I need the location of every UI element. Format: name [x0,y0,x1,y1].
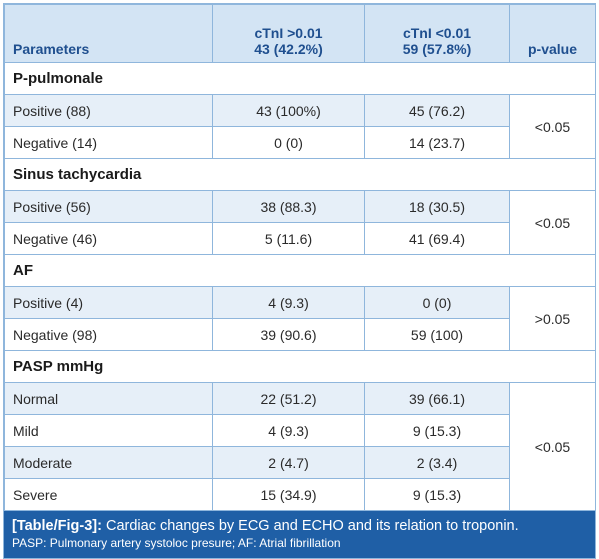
table-row: Severe 15 (34.9) 9 (15.3) [4,478,596,511]
cell-group1: 4 (9.3) [212,414,365,447]
table-row: Negative (14) 0 (0) 14 (23.7) [4,126,596,159]
header-parameters: Parameters [4,4,213,63]
cell-group2: 9 (15.3) [364,414,510,447]
cell-group1: 2 (4.7) [212,446,365,479]
row-label: Negative (14) [4,126,213,159]
section-row-p-pulmonale: P-pulmonale [4,62,596,95]
cell-group1: 22 (51.2) [212,382,365,415]
caption-title: [Table/Fig-3]: Cardiac changes by ECG an… [12,517,587,535]
cell-pvalue: >0.05 [509,286,596,351]
cell-pvalue: <0.05 [509,382,596,511]
row-label: Mild [4,414,213,447]
section-title: PASP mmHg [4,350,596,383]
section-row-af: AF [4,254,596,287]
cell-group1: 4 (9.3) [212,286,365,319]
cell-group1: 0 (0) [212,126,365,159]
row-label: Negative (98) [4,318,213,351]
table-row: Normal 22 (51.2) 39 (66.1) <0.05 [4,382,596,511]
cell-pvalue: <0.05 [509,190,596,255]
header-group1-name: cTnI >0.01 [254,25,323,41]
table-row: Negative (98) 39 (90.6) 59 (100) [4,318,596,351]
cell-group1: 15 (34.9) [212,478,365,511]
cell-group2: 0 (0) [364,286,510,319]
row-label: Normal [4,382,213,415]
cell-group1: 5 (11.6) [212,222,365,255]
header-group1: cTnI >0.01 43 (42.2%) [212,4,365,63]
results-table-figure: Parameters cTnI >0.01 43 (42.2%) cTnI <0… [3,3,596,559]
row-label: Positive (56) [4,190,213,223]
table-row: Negative (46) 5 (11.6) 41 (69.4) [4,222,596,255]
cell-group2: 2 (3.4) [364,446,510,479]
caption-text: Cardiac changes by ECG and ECHO and its … [101,518,519,534]
row-label: Positive (88) [4,94,213,127]
table-header-row: Parameters cTnI >0.01 43 (42.2%) cTnI <0… [4,4,596,63]
cell-group2: 59 (100) [364,318,510,351]
table-row: Positive (56) 38 (88.3) 18 (30.5) <0.05 [4,190,596,255]
row-label: Positive (4) [4,286,213,319]
table-row: Mild 4 (9.3) 9 (15.3) [4,414,596,447]
row-label: Moderate [4,446,213,479]
cell-group2: 39 (66.1) [364,382,510,415]
caption-note: PASP: Pulmonary artery systoloc presure;… [12,536,341,550]
header-group2-count: 59 (57.8%) [402,41,472,57]
header-group2: cTnI <0.01 59 (57.8%) [364,4,510,63]
table-caption: [Table/Fig-3]: Cardiac changes by ECG an… [4,511,595,558]
header-pvalue: p-value [509,4,596,63]
header-group2-name: cTnI <0.01 [402,25,472,41]
section-title: AF [4,254,596,287]
header-group1-count: 43 (42.2%) [254,41,323,57]
row-label: Negative (46) [4,222,213,255]
cell-group2: 9 (15.3) [364,478,510,511]
cell-group2: 14 (23.7) [364,126,510,159]
section-title: P-pulmonale [4,62,596,95]
table-row: Positive (4) 4 (9.3) 0 (0) >0.05 [4,286,596,351]
cell-group1: 39 (90.6) [212,318,365,351]
cell-group2: 45 (76.2) [364,94,510,127]
cell-group1: 38 (88.3) [212,190,365,223]
section-row-pasp: PASP mmHg [4,350,596,383]
table-row: Positive (88) 43 (100%) 45 (76.2) <0.05 [4,94,596,159]
caption-tag: [Table/Fig-3]: [12,518,102,534]
cell-group1: 43 (100%) [212,94,365,127]
cell-pvalue: <0.05 [509,94,596,159]
row-label: Severe [4,478,213,511]
cell-group2: 41 (69.4) [364,222,510,255]
cell-group2: 18 (30.5) [364,190,510,223]
section-row-sinus-tachycardia: Sinus tachycardia [4,158,596,191]
table-row: Moderate 2 (4.7) 2 (3.4) [4,446,596,479]
section-title: Sinus tachycardia [4,158,596,191]
results-table: Parameters cTnI >0.01 43 (42.2%) cTnI <0… [4,4,596,511]
